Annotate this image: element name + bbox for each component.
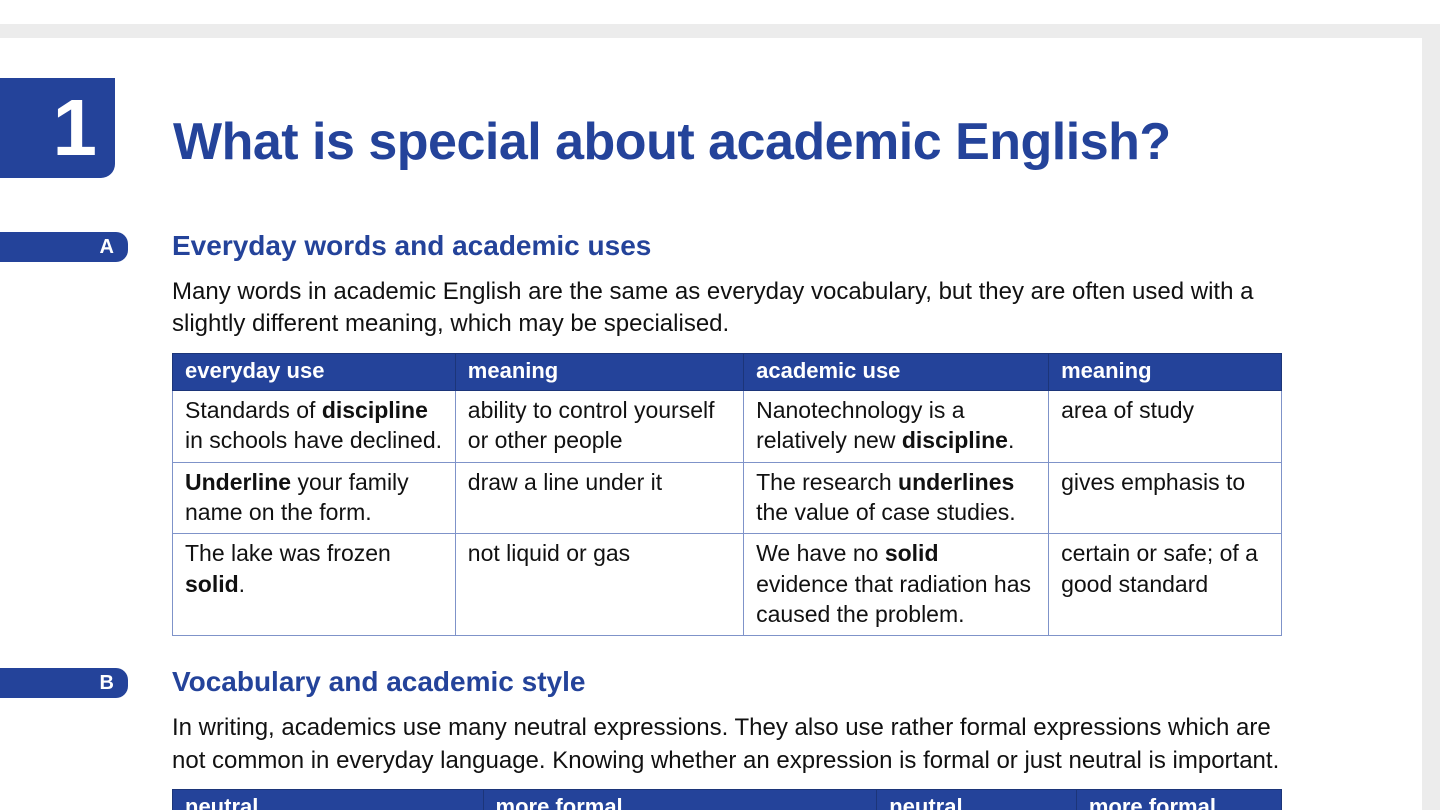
section-body: Vocabulary and academic style In writing…: [172, 666, 1282, 810]
chapter-number: 1: [53, 88, 98, 168]
column-header: academic use: [744, 353, 1049, 390]
column-header: everyday use: [173, 353, 456, 390]
table-row: The lake was frozen solid.not liquid or …: [173, 534, 1282, 636]
column-header: more formal: [1076, 790, 1281, 810]
table-cell: certain or safe; of a good standard: [1049, 534, 1282, 636]
column-header: meaning: [1049, 353, 1282, 390]
table-header-row: everyday use meaning academic use meanin…: [173, 353, 1282, 390]
table-cell: Standards of discipline in schools have …: [173, 390, 456, 462]
table-row: Underline your family name on the form.d…: [173, 462, 1282, 534]
section-letter: B: [100, 672, 114, 695]
table-cell: Nanotechnology is a relatively new disci…: [744, 390, 1049, 462]
table-cell: The lake was frozen solid.: [173, 534, 456, 636]
section-intro: Many words in academic English are the s…: [172, 276, 1282, 341]
table-header-row: neutral more formal neutral more formal: [173, 790, 1282, 810]
table-cell: The research underlines the value of cas…: [744, 462, 1049, 534]
column-header: neutral: [877, 790, 1077, 810]
table-row: Standards of discipline in schools have …: [173, 390, 1282, 462]
document-page: 1 What is special about academic English…: [0, 78, 1422, 810]
section-intro: In writing, academics use many neutral e…: [172, 712, 1282, 777]
chapter-title: What is special about academic English?: [173, 112, 1171, 178]
column-header: meaning: [455, 353, 743, 390]
table-cell: ability to control yourself or other peo…: [455, 390, 743, 462]
section-letter: A: [100, 236, 114, 259]
section-letter-badge: A: [0, 232, 128, 262]
section-heading: Vocabulary and academic style: [172, 666, 1282, 698]
grey-strip: [0, 24, 1440, 38]
section-heading: Everyday words and academic uses: [172, 230, 1282, 262]
table-body: Standards of discipline in schools have …: [173, 390, 1282, 636]
column-header: more formal: [483, 790, 877, 810]
top-whitespace: [0, 0, 1440, 24]
chapter-header: 1 What is special about academic English…: [0, 78, 1422, 178]
table-cell: not liquid or gas: [455, 534, 743, 636]
section-b: B Vocabulary and academic style In writi…: [0, 666, 1422, 810]
right-grey-edge: [1422, 24, 1440, 810]
chapter-number-badge: 1: [0, 78, 115, 178]
vocab-table-a: everyday use meaning academic use meanin…: [172, 353, 1282, 637]
section-a: A Everyday words and academic uses Many …: [0, 230, 1422, 636]
table-cell: area of study: [1049, 390, 1282, 462]
table-cell: draw a line under it: [455, 462, 743, 534]
vocab-table-b: neutral more formal neutral more formal …: [172, 789, 1282, 810]
section-body: Everyday words and academic uses Many wo…: [172, 230, 1282, 636]
table-cell: Underline your family name on the form.: [173, 462, 456, 534]
column-header: neutral: [173, 790, 484, 810]
section-letter-badge: B: [0, 668, 128, 698]
table-cell: gives emphasis to: [1049, 462, 1282, 534]
table-cell: We have no solid evidence that radiation…: [744, 534, 1049, 636]
